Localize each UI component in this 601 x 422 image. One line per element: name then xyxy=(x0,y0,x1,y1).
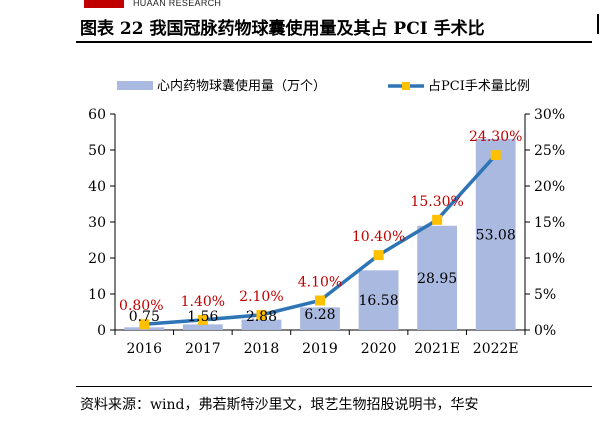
line-value-label: 24.30% xyxy=(469,129,522,145)
bar-value-label: 2.88 xyxy=(246,309,277,325)
line-point xyxy=(315,295,325,306)
bar-value-label: 1.56 xyxy=(187,309,218,325)
x-tick-label: 2017 xyxy=(185,341,221,357)
bar xyxy=(182,324,223,330)
x-tick-label: 2016 xyxy=(126,341,162,357)
y-left-tick-label: 10 xyxy=(88,287,106,303)
brand-name: HUAAN RESEARCH xyxy=(133,0,222,8)
bar xyxy=(358,270,399,330)
y-left-tick-label: 50 xyxy=(88,143,106,159)
legend-bar-swatch xyxy=(117,81,153,90)
line-value-label: 1.40% xyxy=(181,294,225,310)
legend-line-marker xyxy=(402,82,410,90)
y-left-tick-label: 40 xyxy=(88,179,106,195)
combo-chart: 心内药物球囊使用量（万个） 占PCI手术量比例 0 10 20 30 40 50 60 0% 5… xyxy=(88,78,565,357)
line-value-label: 15.30% xyxy=(410,194,463,210)
line-point xyxy=(490,150,501,161)
line-value-label: 0.80% xyxy=(119,298,163,314)
data-labels: 0.75 1.56 2.88 6.28 16.58 28.95 53.08 0.80% 1.40… xyxy=(119,129,522,325)
line-value-label: 10.40% xyxy=(352,229,405,245)
bar-value-label: 53.08 xyxy=(476,227,516,243)
y-left-tick-label: 60 xyxy=(88,107,106,123)
y-right-tick-label: 15% xyxy=(534,215,565,231)
y-right-tick-label: 10% xyxy=(534,251,565,267)
bar-value-label: 0.75 xyxy=(129,309,160,325)
x-tick-label: 2020 xyxy=(361,341,397,357)
line-point xyxy=(139,319,150,330)
title-rule xyxy=(76,41,592,43)
x-tick-label: 2021E xyxy=(414,341,460,357)
chart-legend: 心内药物球囊使用量（万个） 占PCI手术量比例 xyxy=(117,78,530,94)
chart-axes: 0 10 20 30 40 50 60 0% 5% 10% 15% 20% 25% 30% 2016 2017… xyxy=(88,107,565,357)
page-edge-mark xyxy=(597,14,599,34)
y-right-tick-label: 0% xyxy=(534,323,556,339)
y-left-tick-label: 30 xyxy=(88,215,106,231)
bar-value-label: 16.58 xyxy=(359,293,399,309)
brand-logo-bar xyxy=(84,0,124,8)
line-point xyxy=(256,309,267,320)
line-point xyxy=(373,250,384,261)
line-point xyxy=(432,214,443,225)
y-right-tick-label: 5% xyxy=(534,287,556,303)
line-value-label: 4.10% xyxy=(298,274,342,290)
figure-title: 图表 22 我国冠脉药物球囊使用量及其占 PCI 手术比 xyxy=(80,19,485,39)
x-tick-label: 2018 xyxy=(244,341,280,357)
source-note: 资料来源：wind，弗若斯特沙里文，垠艺生物招股说明书，华安 xyxy=(80,397,479,413)
y-right-tick-label: 25% xyxy=(534,143,565,159)
x-tick-label: 2022E xyxy=(473,341,519,357)
bar xyxy=(241,319,282,330)
bar-series xyxy=(124,138,516,330)
source-rule xyxy=(76,386,592,387)
y-left-tick-label: 20 xyxy=(88,251,106,267)
line-point xyxy=(197,314,208,325)
line-series xyxy=(139,150,501,330)
bar-value-label: 28.95 xyxy=(417,271,457,287)
bar xyxy=(300,307,340,330)
legend-bar-label: 心内药物球囊使用量（万个） xyxy=(157,78,326,94)
y-right-tick-label: 30% xyxy=(534,107,565,123)
y-left-tick-label: 0 xyxy=(97,323,106,339)
legend-line-label: 占PCI手术量比例 xyxy=(428,79,530,94)
line-value-label: 2.10% xyxy=(239,289,283,305)
y-right-tick-label: 20% xyxy=(534,179,565,195)
x-tick-label: 2019 xyxy=(302,341,338,357)
bar xyxy=(417,225,458,330)
bar-value-label: 6.28 xyxy=(304,307,335,323)
